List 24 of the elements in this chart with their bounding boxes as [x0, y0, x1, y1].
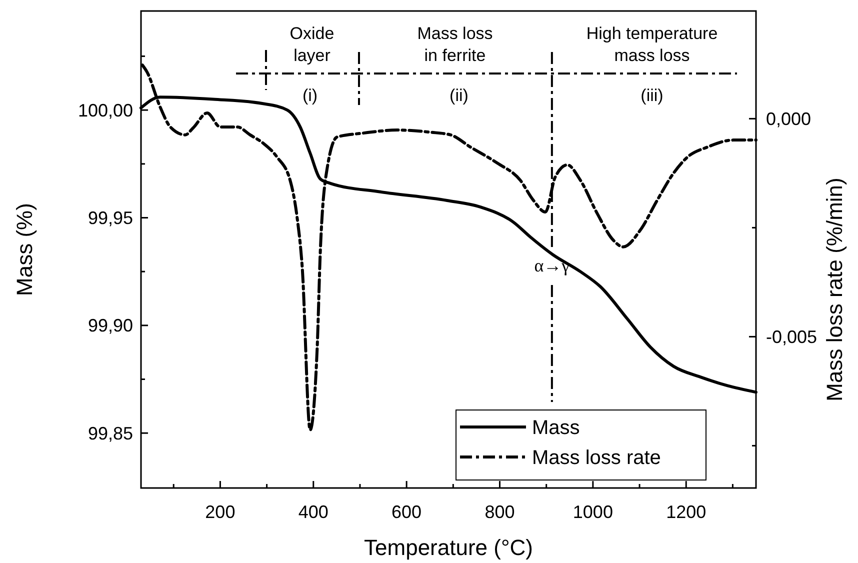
annotation: (ii)	[450, 86, 468, 105]
x-tick-label: 600	[392, 502, 422, 522]
y-tick-label: 100,00	[78, 100, 133, 120]
x-tick-label: 1200	[666, 502, 706, 522]
x-tick-label: 200	[205, 502, 236, 522]
annotation: (iii)	[640, 86, 664, 105]
x-tick-label: 1000	[572, 502, 613, 522]
y2-axis-title: Mass loss rate (%/min)	[822, 178, 847, 402]
legend-label: Mass loss rate	[532, 447, 661, 469]
legend-label: Mass	[532, 417, 580, 439]
annotation: Oxide layer	[290, 24, 334, 65]
annotation: Mass loss in ferrite	[417, 24, 493, 65]
x-tick-label: 800	[484, 502, 515, 522]
y2-tick-label: -0,005	[766, 327, 818, 348]
y-axis-title: Mass (%)	[12, 203, 37, 296]
y-tick-label: 99,90	[88, 316, 133, 336]
y2-tick-label: 0,000	[766, 108, 812, 129]
x-tick-label: 400	[298, 502, 328, 522]
ref-line-label: α→γ	[534, 255, 570, 276]
x-axis-title: Temperature (°C)	[364, 535, 533, 560]
y-tick-label: 99,95	[88, 208, 133, 228]
y-tick-label: 99,85	[88, 423, 133, 444]
annotation: (i)	[302, 86, 318, 105]
annotation: High temperature mass loss	[586, 24, 718, 65]
